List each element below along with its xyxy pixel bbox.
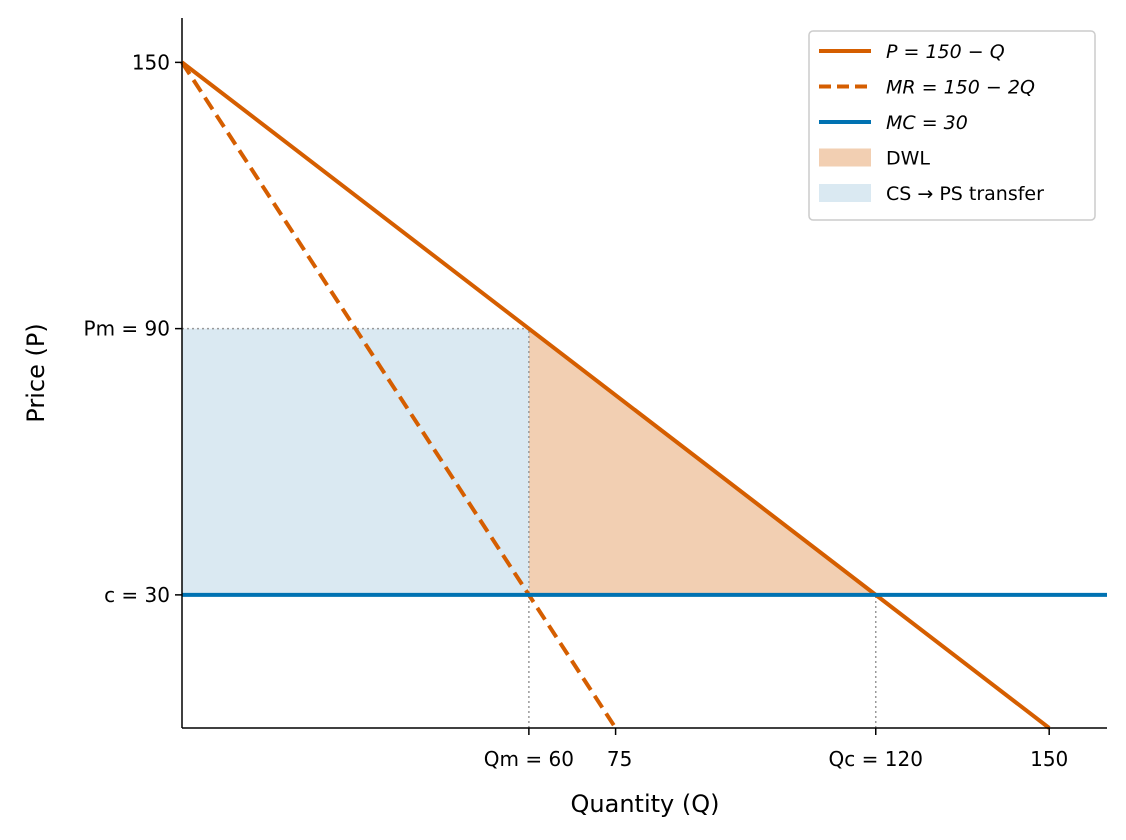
x-tick-label: 150 [1030,747,1068,771]
x-tick-label: Qm = 60 [484,747,574,771]
legend-label: CS → PS transfer [886,183,1044,205]
marginal-revenue-line [180,61,618,730]
area-cs-ps-transfer [182,328,529,595]
legend-swatch-area [819,184,871,202]
legend-label: MR = 150 − 2Q [886,77,1035,99]
legend-label: DWL [886,148,930,170]
y-tick-label: 150 [132,50,170,74]
legend-label: P = 150 − Q [886,41,1005,63]
y-axis-label: Price (P) [22,323,50,422]
demand-line [180,60,1051,730]
y-tick-label: Pm = 90 [84,317,170,341]
legend-frame [808,30,1096,221]
legend-label: MC = 30 [886,112,968,134]
legend: P = 150 − Q MR = 150 − 2Q MC = 30 DWL CS → P… [808,30,1096,221]
x-tick-label: 75 [607,747,632,771]
y-tick-label: c = 30 [104,583,170,607]
x-tick-label: Qc = 120 [829,747,923,771]
x-axis-label: Quantity (Q) [571,790,720,818]
legend-swatch-area [819,148,871,167]
